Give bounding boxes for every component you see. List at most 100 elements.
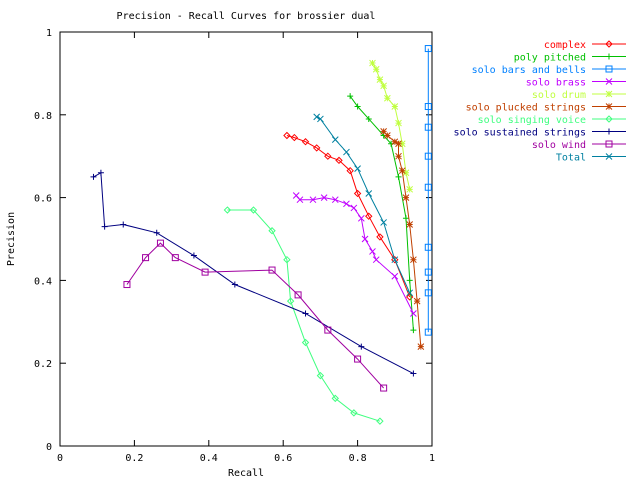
data-point <box>309 196 317 204</box>
data-point <box>343 200 350 208</box>
data-point <box>402 215 409 222</box>
data-point <box>365 190 373 197</box>
data-point <box>406 185 414 193</box>
x-axis-ticks: 0 0.2 0.4 0.6 0.8 1 <box>57 32 435 464</box>
data-point <box>313 113 321 121</box>
data-point <box>354 165 361 172</box>
data-point <box>391 256 399 264</box>
data-point <box>605 90 613 98</box>
data-point <box>395 173 402 180</box>
data-point <box>201 268 209 276</box>
data-point <box>376 76 384 83</box>
data-point <box>398 167 406 175</box>
legend-entry-solo-bars-and-bells: solo bars and bells <box>472 65 626 76</box>
legend-label: solo plucked strings <box>466 103 586 114</box>
data-point <box>380 128 387 135</box>
series-layer <box>90 45 432 425</box>
data-point <box>376 233 384 241</box>
legend-entry-total: Total <box>556 153 626 164</box>
data-point <box>331 196 339 204</box>
legend-label: solo brass <box>526 78 586 89</box>
data-point <box>361 235 369 243</box>
legend-label: solo bars and bells <box>472 65 586 76</box>
data-point <box>410 370 417 377</box>
y-tick-label: 0 <box>46 442 52 453</box>
y-tick-label: 0.8 <box>34 111 52 122</box>
data-point <box>372 65 380 73</box>
data-point <box>395 119 402 127</box>
series-solo-bars-and-bells <box>424 45 432 336</box>
data-point <box>605 115 613 123</box>
data-point <box>380 82 387 90</box>
data-point <box>283 255 291 264</box>
data-point <box>405 293 414 301</box>
data-point <box>294 291 302 299</box>
data-point <box>301 338 310 347</box>
data-point <box>142 254 150 262</box>
data-point <box>406 277 413 284</box>
legend-entry-solo-drum: solo drum <box>532 90 626 101</box>
data-point <box>346 166 354 175</box>
series-complex <box>283 131 414 301</box>
data-point <box>391 272 399 280</box>
series-solo-brass <box>292 192 417 317</box>
data-point <box>316 371 325 380</box>
data-point <box>317 115 324 123</box>
data-point <box>296 196 304 204</box>
legend-label: solo drum <box>532 90 586 101</box>
x-tick-label: 0.8 <box>349 453 367 464</box>
data-point <box>391 255 399 264</box>
y-axis-ticks: 0 0.2 0.4 0.6 0.8 1 <box>34 28 432 453</box>
data-point <box>171 254 179 262</box>
data-point <box>347 93 354 100</box>
data-point <box>402 169 410 177</box>
x-tick-label: 0.4 <box>200 453 218 464</box>
data-point <box>283 131 291 140</box>
legend-entry-poly-pitched: poly pitched <box>514 53 626 64</box>
legend-entry-solo-singing-voice: solo singing voice <box>478 115 626 126</box>
data-point <box>606 53 612 60</box>
x-axis-label: Recall <box>228 468 264 479</box>
data-point <box>424 183 432 191</box>
data-point <box>223 206 232 214</box>
data-point <box>324 326 332 334</box>
data-point <box>369 248 376 255</box>
y-tick-label: 0.2 <box>34 359 52 370</box>
data-point <box>424 123 432 131</box>
series-line <box>383 131 422 347</box>
data-point <box>424 328 432 336</box>
data-point <box>324 152 332 160</box>
x-tick-label: 0.6 <box>274 453 292 464</box>
data-point <box>320 194 328 201</box>
data-point <box>413 297 421 305</box>
data-point <box>350 409 358 417</box>
data-point <box>97 169 104 176</box>
data-point <box>410 327 417 334</box>
data-point <box>268 266 276 274</box>
chart-title: Precision - Recall Curves for brossier d… <box>117 11 376 22</box>
data-point <box>410 256 417 264</box>
data-point <box>120 221 127 228</box>
data-point <box>398 140 406 148</box>
data-point <box>302 310 309 317</box>
data-point <box>605 103 613 110</box>
series-line <box>295 195 414 314</box>
data-point <box>424 45 432 53</box>
data-point <box>391 103 399 110</box>
y-axis-label: Precision <box>6 212 17 266</box>
data-point <box>376 417 384 425</box>
data-point <box>357 214 365 222</box>
data-point <box>312 144 321 152</box>
legend-label: Total <box>556 153 586 164</box>
data-point <box>606 128 612 135</box>
data-point <box>365 115 372 122</box>
plot-frame <box>59 31 433 447</box>
data-point <box>335 156 343 165</box>
data-point <box>231 281 238 288</box>
x-tick-label: 0.2 <box>125 453 143 464</box>
data-point <box>402 194 410 201</box>
legend-entry-complex: complex <box>544 40 626 51</box>
data-point <box>331 394 339 403</box>
data-point <box>286 297 295 305</box>
